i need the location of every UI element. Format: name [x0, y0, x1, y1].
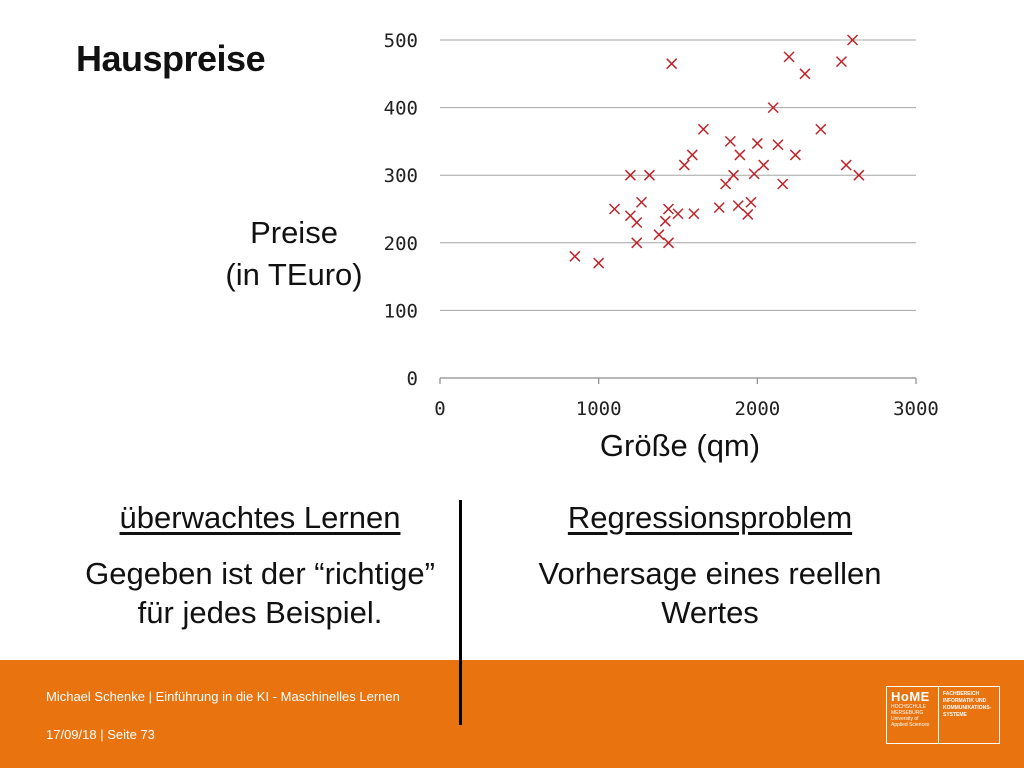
- x-axis-label: Größe (qm): [599, 428, 761, 463]
- data-point: [720, 178, 732, 190]
- data-point: [799, 68, 811, 80]
- data-point: [847, 34, 859, 46]
- right-text-line1: Vorhersage eines reellen: [538, 556, 882, 591]
- data-point: [734, 149, 746, 161]
- data-point: [732, 200, 744, 212]
- logo-side1: FACHBEREICH: [943, 691, 980, 697]
- data-point: [678, 159, 690, 171]
- logo-fachbereich: FACHBEREICH INFORMATIK UND KOMMUNIKATION…: [939, 687, 999, 743]
- data-point: [835, 56, 847, 68]
- data-point: [569, 250, 581, 262]
- data-point: [697, 123, 709, 135]
- data-point: [742, 208, 754, 220]
- data-point: [772, 139, 784, 151]
- data-point: [789, 149, 801, 161]
- data-point: [653, 229, 665, 241]
- data-point: [853, 169, 865, 181]
- data-point: [593, 257, 605, 269]
- left-heading: überwachtes Lernen: [119, 500, 401, 535]
- y-axis-label-line2: (in TEuro): [225, 257, 363, 292]
- logo-side2: INFORMATIK UND: [943, 698, 987, 704]
- scatter-chart: 0 100 200 300 400 500 0 1000 2000 3000: [384, 30, 939, 420]
- data-point: [751, 137, 763, 149]
- data-point: [815, 123, 827, 135]
- data-points: [569, 34, 865, 269]
- y-tick-label: 200: [384, 233, 418, 255]
- data-point: [631, 237, 643, 249]
- right-heading: Regressionsproblem: [567, 500, 853, 535]
- chart-gridlines: [439, 39, 917, 384]
- data-point: [662, 237, 675, 249]
- y-tick-label: 100: [384, 300, 418, 322]
- x-tick-label: 0: [434, 398, 445, 420]
- data-point: [728, 169, 740, 181]
- logo-side3: KOMMUNIKATIONS-: [943, 705, 992, 711]
- data-point: [609, 203, 621, 215]
- data-point: [659, 215, 671, 227]
- footer-date-page: 17/09/18 | Seite 73: [46, 727, 155, 742]
- data-point: [635, 196, 648, 208]
- data-point: [631, 216, 643, 229]
- footer-author-course: Michael Schenke | Einführung in die KI -…: [46, 689, 400, 704]
- data-point: [713, 202, 725, 214]
- data-point: [783, 51, 795, 63]
- data-point: [686, 149, 698, 161]
- data-point: [745, 196, 757, 208]
- left-text-line2: für jedes Beispiel.: [137, 595, 383, 630]
- data-point: [666, 58, 678, 70]
- y-axis-label: Preise (in TEuro): [212, 212, 376, 296]
- column-divider: [459, 500, 462, 725]
- logo-side4: SYSTEME: [943, 712, 967, 718]
- logo-sub1: HOCHSCHULE: [891, 704, 927, 710]
- data-point: [688, 208, 700, 220]
- footer-bar: Michael Schenke | Einführung in die KI -…: [0, 660, 1024, 768]
- x-tick-labels: 0 1000 2000 3000: [434, 398, 939, 420]
- data-point: [840, 159, 852, 171]
- left-column: überwachtes Lernen Gegeben ist der “rich…: [40, 498, 480, 632]
- right-column: Regressionsproblem Vorhersage eines reel…: [490, 498, 930, 632]
- data-point: [748, 168, 760, 180]
- x-tick-label: 1000: [576, 398, 622, 420]
- data-point: [624, 169, 636, 181]
- logo-sub4: Applied Sciences: [891, 722, 930, 728]
- y-tick-label: 300: [384, 165, 418, 187]
- data-point: [643, 169, 655, 181]
- right-text-line2: Wertes: [661, 595, 759, 630]
- y-axis-label-line1: Preise: [250, 215, 338, 250]
- logo-sub2: MERSEBURG: [891, 710, 924, 716]
- data-point: [662, 203, 675, 215]
- logo-main-text: HoME: [891, 689, 930, 704]
- x-tick-label: 3000: [893, 398, 939, 420]
- data-point: [724, 135, 736, 147]
- x-tick-label: 2000: [734, 398, 780, 420]
- logo-hochschule: HoME HOCHSCHULE MERSEBURG University of …: [887, 687, 939, 743]
- data-point: [758, 159, 770, 171]
- y-tick-labels: 0 100 200 300 400 500: [384, 30, 418, 390]
- university-logo: HoME HOCHSCHULE MERSEBURG University of …: [886, 686, 1000, 744]
- data-point: [672, 208, 684, 220]
- y-tick-label: 0: [407, 368, 418, 390]
- data-point: [777, 178, 789, 190]
- y-tick-label: 400: [384, 98, 418, 120]
- y-tick-label: 500: [384, 30, 418, 52]
- logo-sub3: University of: [891, 716, 919, 722]
- data-point: [767, 102, 779, 114]
- slide-title: Hauspreise: [76, 38, 266, 79]
- left-text-line1: Gegeben ist der “richtige”: [85, 556, 435, 591]
